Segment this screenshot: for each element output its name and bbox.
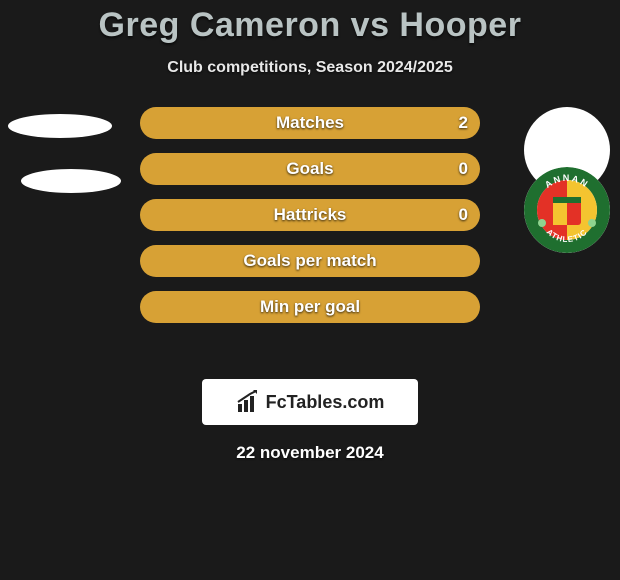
stat-bar (140, 291, 480, 323)
stat-row: Matches2 (140, 107, 480, 139)
subtitle: Club competitions, Season 2024/2025 (0, 59, 620, 77)
logo-text: FcTables.com (266, 392, 385, 413)
generation-date: 22 november 2024 (0, 443, 620, 463)
stat-row: Hattricks0 (140, 199, 480, 231)
stat-bar (140, 245, 480, 277)
stat-row: Goals per match (140, 245, 480, 277)
stat-bar (140, 107, 480, 139)
player-a-placeholder (8, 114, 112, 138)
club-badge: ANNAN ATHLETIC (524, 167, 610, 253)
stat-row: Min per goal (140, 291, 480, 323)
bar-chart-icon (236, 390, 260, 414)
stat-bar (140, 153, 480, 185)
fctables-logo: FcTables.com (202, 379, 418, 425)
player-a-placeholder-2 (21, 169, 121, 193)
annan-athletic-badge-icon: ANNAN ATHLETIC (524, 167, 610, 253)
infographic-stage: ANNAN ATHLETIC Matches2 Goals0 Hattricks0 G… (0, 107, 620, 367)
comparison-bars: Matches2 Goals0 Hattricks0 Goals per match M… (140, 107, 480, 337)
stat-row: Goals0 (140, 153, 480, 185)
page-title: Greg Cameron vs Hooper (0, 0, 620, 45)
stat-bar (140, 199, 480, 231)
